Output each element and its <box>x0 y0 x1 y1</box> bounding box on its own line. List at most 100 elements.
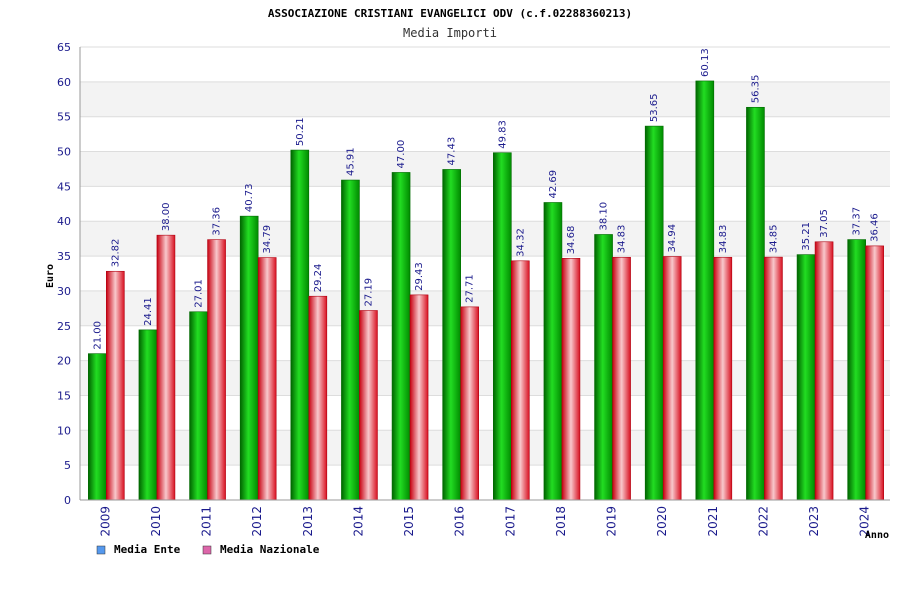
value-label: 37.05 <box>819 209 830 238</box>
bar-media-nazionale-2023 <box>814 241 834 501</box>
x-tick-label: 2020 <box>655 506 669 537</box>
value-labels: 21.00 32.82 24.41 38.00 27.01 37.36 40.73 34.79… <box>92 48 880 349</box>
chart-title: ASSOCIAZIONE CRISTIANI EVANGELICI ODV (c… <box>268 7 632 20</box>
bar-media-ente-2017 <box>493 152 512 501</box>
bar-media-ente-2023 <box>796 254 816 501</box>
x-tick-label: 2015 <box>402 506 416 537</box>
y-tick-label: 10 <box>57 424 71 437</box>
value-label: 38.00 <box>161 203 172 232</box>
value-label: 27.01 <box>194 279 205 308</box>
bar-media-ente-2014 <box>341 179 360 501</box>
bar-media-nazionale-2022 <box>764 256 783 501</box>
bar-media-ente-2018 <box>543 202 563 501</box>
value-label: 40.73 <box>244 184 255 213</box>
x-tick-label: 2024 <box>858 506 872 537</box>
value-label: 29.43 <box>414 262 425 291</box>
bar-media-ente-2012 <box>239 215 259 501</box>
value-label: 34.94 <box>667 224 678 253</box>
bar-media-nazionale-2011 <box>207 239 226 501</box>
bar-media-nazionale-2018 <box>561 258 581 501</box>
bar-media-ente-2013 <box>290 149 310 501</box>
bar-media-ente-2015 <box>391 172 411 501</box>
x-tick-label: 2023 <box>807 506 821 537</box>
bar-media-nazionale-2009 <box>106 270 125 501</box>
y-tick-label: 0 <box>64 494 71 507</box>
x-tick-label: 2016 <box>453 506 467 537</box>
y-tick-label: 30 <box>57 285 71 298</box>
bar-media-ente-2022 <box>746 106 765 501</box>
grid-band <box>80 186 890 222</box>
value-label: 47.43 <box>447 137 458 166</box>
bar-media-nazionale-2017 <box>511 260 530 501</box>
x-tick-label: 2010 <box>149 506 163 537</box>
bar-media-nazionale-2024 <box>865 245 884 501</box>
bar-media-nazionale-2021 <box>713 256 733 501</box>
bar-media-nazionale-2020 <box>662 256 682 501</box>
y-tick-label: 60 <box>57 76 71 89</box>
legend-swatch-media-ente <box>96 545 106 555</box>
y-tick-label: 15 <box>57 389 71 402</box>
x-tick-label: 2012 <box>250 506 264 537</box>
bar-media-ente-2010 <box>138 329 158 501</box>
value-label: 53.65 <box>649 93 660 122</box>
x-tick-label: 2019 <box>605 506 619 537</box>
x-axis-label: Anno <box>865 530 889 541</box>
x-tick-label: 2021 <box>706 506 720 537</box>
value-label: 34.83 <box>617 225 628 254</box>
legend-swatch-media-nazionale <box>202 545 212 555</box>
bar-media-nazionale-2010 <box>156 234 176 501</box>
bar-media-ente-2009 <box>88 353 107 501</box>
value-label: 47.00 <box>396 140 407 169</box>
y-axis-ticks: 0 5 10 15 20 25 30 35 40 45 50 55 60 65 <box>57 41 71 507</box>
value-label: 37.36 <box>212 207 223 236</box>
legend-label-media-nazionale: Media Nazionale <box>220 543 320 556</box>
y-axis-label: Euro <box>45 264 56 288</box>
x-tick-label: 2011 <box>200 506 214 537</box>
value-label: 34.68 <box>566 226 577 255</box>
value-label: 38.10 <box>599 202 610 231</box>
value-label: 35.21 <box>801 222 812 251</box>
x-tick-label: 2017 <box>503 506 517 537</box>
value-label: 27.19 <box>363 278 374 307</box>
bar-media-ente-2016 <box>442 169 461 501</box>
legend: Media Ente Media Nazionale <box>96 543 320 556</box>
y-tick-label: 35 <box>57 250 71 263</box>
y-tick-label: 25 <box>57 320 71 333</box>
x-tick-label: 2009 <box>98 506 112 537</box>
bar-media-ente-2021 <box>695 80 715 501</box>
y-tick-label: 50 <box>57 146 71 159</box>
bar-media-nazionale-2019 <box>612 256 631 501</box>
grid-band <box>80 81 890 117</box>
bar-media-nazionale-2014 <box>359 310 378 501</box>
value-label: 34.85 <box>768 224 779 253</box>
grid-band <box>80 116 890 152</box>
value-label: 24.41 <box>143 297 154 326</box>
value-label: 60.13 <box>700 48 711 77</box>
bar-media-ente-2019 <box>594 234 613 501</box>
grid-band <box>80 47 890 82</box>
value-label: 27.71 <box>465 274 476 303</box>
chart-subtitle: Media Importi <box>403 26 497 40</box>
value-label: 56.35 <box>750 75 761 104</box>
value-label: 21.00 <box>92 321 103 350</box>
grid-band <box>80 151 890 187</box>
x-tick-label: 2022 <box>756 506 770 537</box>
y-tick-label: 40 <box>57 215 71 228</box>
value-label: 34.83 <box>718 225 729 254</box>
value-label: 37.37 <box>852 207 863 236</box>
bar-media-ente-2024 <box>847 239 866 501</box>
x-axis-ticks: 2009 2010 2011 2012 2013 2014 2015 2016 2017 2018… <box>98 506 871 537</box>
y-tick-label: 55 <box>57 111 71 124</box>
x-tick-label: 2013 <box>301 506 315 537</box>
value-label: 34.32 <box>515 228 526 257</box>
y-tick-label: 5 <box>64 459 71 472</box>
value-label: 29.24 <box>313 264 324 293</box>
legend-label-media-ente: Media Ente <box>114 543 181 556</box>
bars <box>88 80 884 501</box>
value-label: 34.79 <box>262 225 273 254</box>
y-tick-label: 20 <box>57 355 71 368</box>
bar-media-ente-2011 <box>189 311 208 501</box>
value-label: 42.69 <box>548 170 559 199</box>
value-label: 49.83 <box>497 120 508 149</box>
